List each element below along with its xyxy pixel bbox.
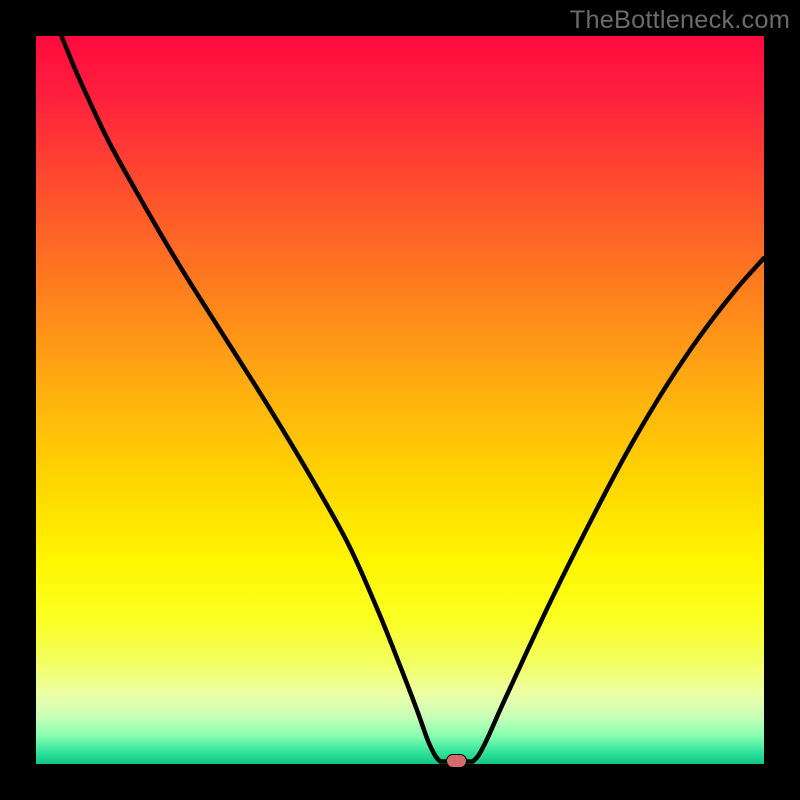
watermark-text: TheBottleneck.com	[570, 6, 790, 35]
bottleneck-curve	[61, 36, 764, 761]
optimum-marker	[446, 754, 467, 768]
plot-svg	[0, 0, 800, 800]
